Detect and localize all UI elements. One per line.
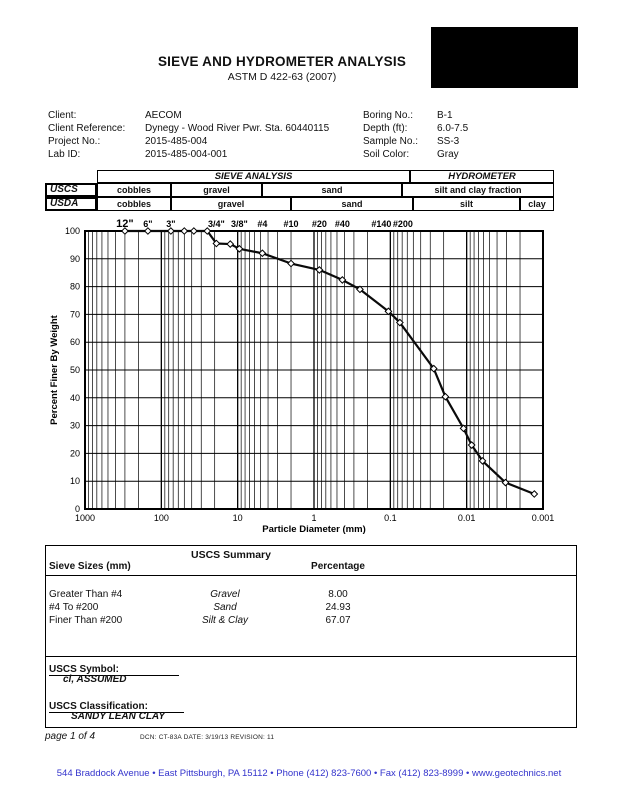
summary-row-range: Finer Than #200 (49, 615, 123, 626)
lab-id-label: Lab ID: (48, 149, 81, 160)
svg-text:3": 3" (166, 219, 175, 229)
svg-text:#40: #40 (335, 219, 350, 229)
uscs-symbol-label: USCS Symbol: (49, 664, 179, 676)
svg-text:#4: #4 (257, 219, 267, 229)
hydrometer-header: HYDROMETER (410, 170, 554, 183)
client-reference-value: Dynegy - Wood River Pwr. Sta. 60440115 (145, 123, 330, 134)
summary-col1-header: Sieve Sizes (mm) (49, 561, 131, 572)
grain-size-chart: 1000 100 10 1 0.1 0.01 0.001 Particle Diameter … (0, 205, 618, 550)
summary-row-percentage: 8.00 (328, 589, 348, 600)
project-no-value: 2015-485-004 (145, 136, 208, 147)
sieve-analysis-header: SIEVE ANALYSIS (97, 170, 410, 183)
summary-row-percentage: 67.07 (325, 615, 351, 626)
uscs-summary-box: USCS Summary Sieve Sizes (mm) Percentage… (45, 545, 577, 728)
usda-gravel-cell: gravel (171, 197, 291, 211)
uscs-silt-clay-cell: silt and clay fraction (402, 183, 554, 197)
summary-col3-header: Percentage (311, 561, 365, 572)
svg-text:3/4": 3/4" (208, 219, 225, 229)
redacted-logo-block (431, 27, 578, 88)
svg-text:20: 20 (70, 448, 80, 458)
project-no-label: Project No.: (48, 136, 101, 147)
summary-row-fraction: Sand (213, 602, 237, 613)
page-subtitle: ASTM D 422-63 (2007) (227, 71, 337, 83)
usda-clay-cell: clay (520, 197, 554, 211)
usda-silt-cell: silt (413, 197, 520, 211)
svg-text:6": 6" (143, 219, 152, 229)
usda-cobbles-cell: cobbles (97, 197, 171, 211)
uscs-symbol-value: cl, ASSUMED (63, 674, 127, 685)
svg-text:Particle Diameter (mm): Particle Diameter (mm) (262, 524, 365, 535)
depth-value: 6.0-7.5 (437, 123, 469, 134)
svg-text:70: 70 (70, 309, 80, 319)
svg-text:100: 100 (65, 226, 80, 236)
uscs-gravel-cell: gravel (171, 183, 262, 197)
summary-row-range: Greater Than #4 (49, 589, 123, 600)
depth-label: Depth (ft): (363, 123, 408, 134)
summary-row-range: #4 To #200 (49, 602, 99, 613)
svg-text:80: 80 (70, 282, 80, 292)
company-address-line: 544 Braddock Avenue • East Pittsburgh, P… (56, 768, 562, 779)
client-reference-label: Client Reference: (48, 123, 126, 134)
summary-row-fraction: Silt & Clay (201, 615, 249, 626)
svg-text:1000: 1000 (75, 513, 95, 523)
classification-table: SIEVE ANALYSIS HYDROMETER USCS cobbles g… (45, 170, 554, 211)
uscs-row-label: USCS (45, 183, 97, 197)
svg-text:10: 10 (70, 476, 80, 486)
svg-text:#140: #140 (371, 219, 391, 229)
svg-text:0.001: 0.001 (532, 513, 555, 523)
dcn-revision-note: DCN: CT-83A DATE: 3/19/13 REVISION: 11 (140, 734, 275, 741)
svg-text:#10: #10 (284, 219, 299, 229)
lab-id-value: 2015-485-004-001 (145, 149, 228, 160)
boring-no-value: B-1 (437, 110, 453, 121)
summary-row-percentage: 24.93 (325, 602, 351, 613)
client-label: Client: (48, 110, 77, 121)
svg-text:10: 10 (233, 513, 243, 523)
uscs-sand-cell: sand (262, 183, 402, 197)
summary-header-rule (46, 575, 576, 576)
svg-text:50: 50 (70, 365, 80, 375)
svg-text:0.01: 0.01 (458, 513, 476, 523)
page-number: page 1 of 4 (45, 731, 96, 742)
soil-color-label: Soil Color: (363, 149, 410, 160)
uscs-cobbles-cell: cobbles (97, 183, 171, 197)
usda-row-label: USDA (45, 197, 97, 211)
svg-text:#200: #200 (393, 219, 413, 229)
boring-no-label: Boring No.: (363, 110, 414, 121)
uscs-classification-label: USCS Classification: (49, 701, 184, 713)
usda-sand-cell: sand (291, 197, 413, 211)
client-value: AECOM (145, 110, 182, 121)
soil-color-value: Gray (437, 149, 459, 160)
uscs-classification-value: SANDY LEAN CLAY (71, 711, 166, 722)
page-title: SIEVE AND HYDROMETER ANALYSIS (157, 54, 407, 69)
svg-text:0: 0 (75, 504, 80, 514)
svg-text:30: 30 (70, 421, 80, 431)
svg-text:0.1: 0.1 (384, 513, 397, 523)
summary-title: USCS Summary (191, 549, 271, 561)
svg-text:1: 1 (311, 513, 316, 523)
svg-text:12": 12" (116, 218, 133, 230)
sample-no-value: SS-3 (437, 136, 460, 147)
svg-text:Percent Finer By Weight: Percent Finer By Weight (49, 314, 60, 424)
summary-row-fraction: Gravel (210, 589, 240, 600)
svg-text:90: 90 (70, 254, 80, 264)
svg-text:#20: #20 (312, 219, 327, 229)
summary-divider-rule (46, 656, 576, 657)
svg-text:40: 40 (70, 393, 80, 403)
svg-text:100: 100 (154, 513, 169, 523)
svg-text:3/8": 3/8" (231, 219, 248, 229)
svg-text:60: 60 (70, 337, 80, 347)
sample-no-label: Sample No.: (363, 136, 419, 147)
